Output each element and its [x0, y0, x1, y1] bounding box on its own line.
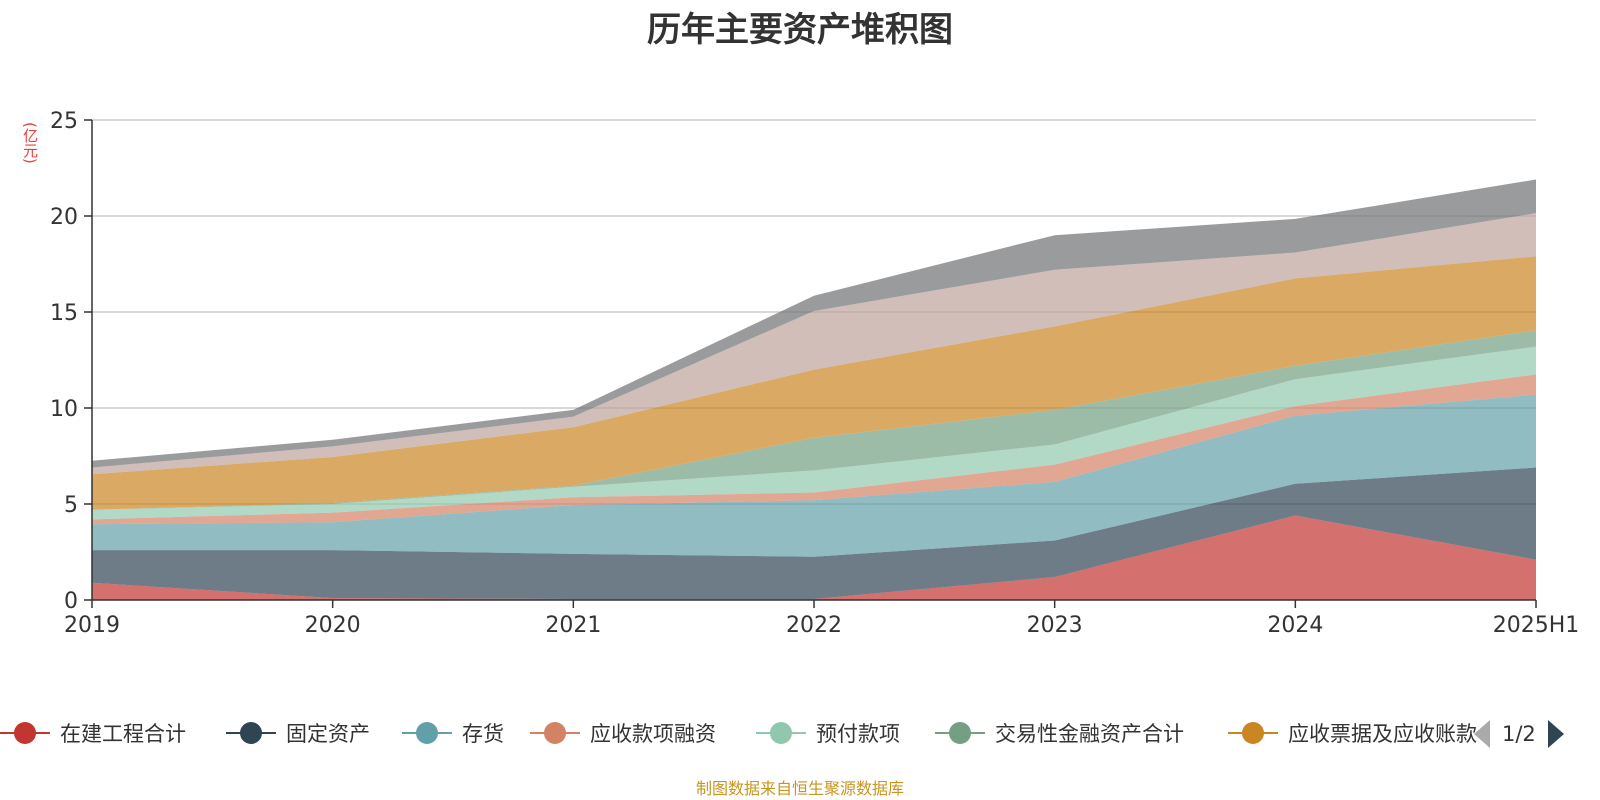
area-series-6: [92, 256, 1536, 510]
x-tick-label: 2022: [786, 613, 842, 638]
area-series-2: [92, 394, 1536, 557]
y-tick-label: 20: [50, 205, 78, 230]
legend-prev-page-icon[interactable]: [1474, 720, 1490, 748]
area-series-4: [92, 346, 1536, 520]
legend-item[interactable]: 存货: [402, 716, 504, 750]
legend-item[interactable]: 应收票据及应收账款: [1228, 716, 1477, 750]
x-tick-label: 2025H1: [1493, 613, 1580, 638]
legend-label: 固定资产: [286, 722, 370, 746]
y-tick-label: 10: [50, 397, 78, 422]
x-tick-label: 2019: [64, 613, 120, 638]
area-series-1: [92, 467, 1536, 599]
legend-label: 在建工程合计: [60, 722, 186, 746]
area-series-3: [92, 374, 1536, 525]
legend-page-indicator: 1/2: [1502, 722, 1536, 746]
legend-item[interactable]: 应收款项融资: [530, 716, 716, 750]
legend-pager: 1/2: [1474, 720, 1564, 748]
area-layers: [92, 179, 1536, 600]
y-axis-unit: (亿元): [21, 122, 39, 164]
legend-marker-icon: [1228, 716, 1278, 750]
data-source-note: 制图数据来自恒生聚源数据库: [695, 779, 904, 798]
legend-label: 交易性金融资产合计: [995, 722, 1184, 746]
x-tick-label: 2021: [545, 613, 601, 638]
legend-item[interactable]: 固定资产: [226, 716, 370, 750]
legend: 在建工程合计 固定资产 存货 应收款项融资 预付款项 交易性金融资产合计 应收票据及应收账款: [0, 716, 1600, 750]
legend-label: 应收票据及应收账款: [1288, 722, 1477, 746]
legend-item[interactable]: 预付款项: [756, 716, 900, 750]
y-tick-label: 0: [64, 589, 78, 614]
legend-marker-icon: [530, 716, 580, 750]
legend-label: 存货: [462, 722, 504, 746]
legend-label: 预付款项: [816, 722, 900, 746]
y-tick-label: 5: [64, 493, 78, 518]
legend-item[interactable]: 交易性金融资产合计: [935, 716, 1184, 750]
y-tick-label: 15: [50, 301, 78, 326]
x-tick-label: 2024: [1267, 613, 1323, 638]
legend-marker-icon: [402, 716, 452, 750]
legend-item[interactable]: 在建工程合计: [0, 716, 186, 750]
legend-label: 应收款项融资: [590, 722, 716, 746]
legend-marker-icon: [226, 716, 276, 750]
x-tick-label: 2023: [1027, 613, 1083, 638]
legend-marker-icon: [935, 716, 985, 750]
legend-next-page-icon[interactable]: [1547, 720, 1564, 748]
area-series-7: [92, 213, 1536, 475]
area-series-0: [92, 515, 1536, 600]
x-tick-label: 2020: [305, 613, 361, 638]
chart-title: 历年主要资产堆积图: [647, 10, 953, 50]
legend-marker-icon: [0, 716, 50, 750]
y-tick-label: 25: [50, 109, 78, 134]
area-series-8: [92, 179, 1536, 468]
legend-marker-icon: [756, 716, 806, 750]
